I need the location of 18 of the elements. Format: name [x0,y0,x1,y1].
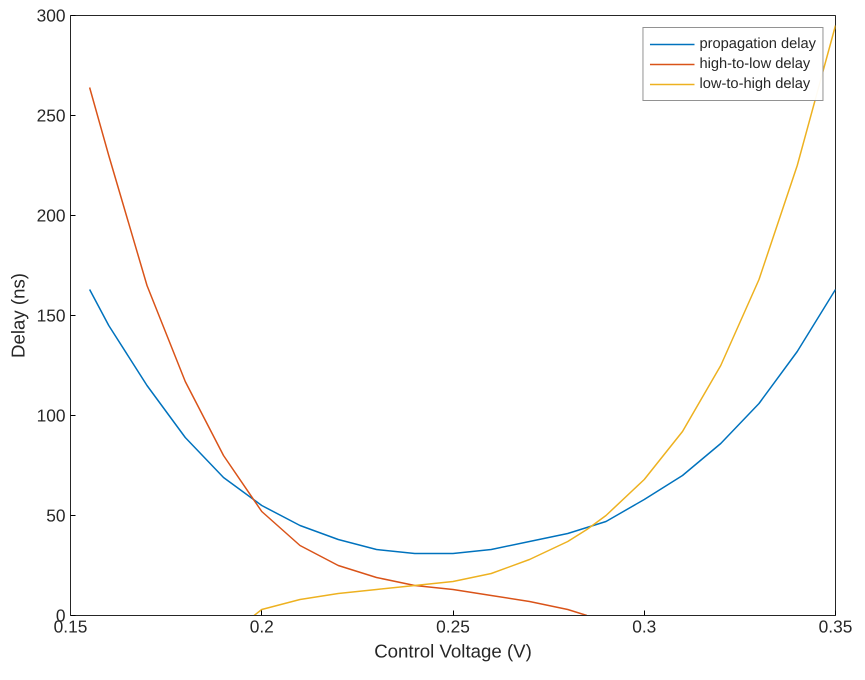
y-tick-label: 150 [36,306,66,326]
line-series [88,86,588,616]
legend-label: propagation delay [699,36,816,52]
x-tick-label: 0.25 [436,616,470,636]
y-tick-label: 200 [36,206,66,226]
y-tick-label: 250 [36,106,66,126]
y-axis-title: Delay (ns) [8,272,29,358]
x-axis-title: Control Voltage (V) [374,640,532,662]
x-tick-label: 0.3 [632,616,656,636]
legend-label: low-to-high delay [699,76,810,92]
y-tick-label: 300 [36,6,66,26]
line-series [253,24,836,616]
line-series [88,288,836,554]
y-tick-label: 100 [36,406,66,426]
legend-label: high-to-low delay [699,56,810,72]
y-tick-label: 50 [46,506,66,526]
x-tick-label: 0.35 [818,616,852,636]
x-tick-label: 0.2 [250,616,274,636]
